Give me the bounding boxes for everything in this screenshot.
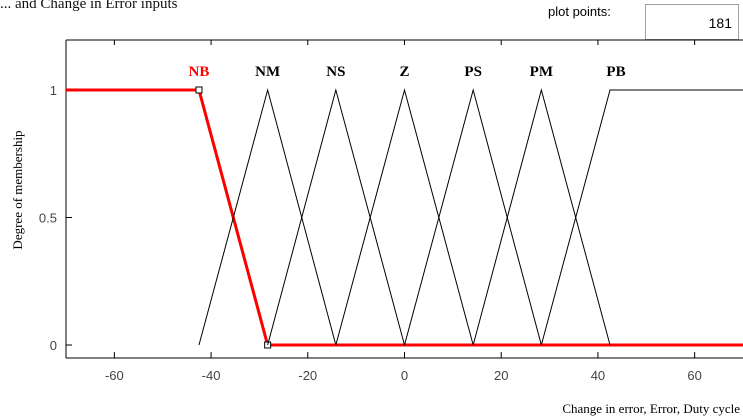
x-tick-label: 40: [591, 368, 605, 383]
x-tick-label: -40: [202, 368, 221, 383]
mf-label-z: Z: [399, 64, 409, 80]
x-tick-label: -60: [105, 368, 124, 383]
plot-points-label: plot points:: [548, 4, 611, 19]
y-tick-label: 0.5: [39, 211, 57, 226]
curve-labels: NB NM NS Z PS PM PB: [189, 64, 626, 80]
plot-area-background: [66, 40, 743, 358]
axis-ticks: -60 -40 -20 0 20 40 60 0 0.5 1: [39, 40, 702, 383]
x-axis-title: Change in error, Error, Duty cycle: [562, 401, 740, 416]
mf-curve-nm[interactable]: [198, 88, 337, 346]
mf-curve-pb[interactable]: [540, 89, 743, 346]
x-tick-label: 20: [494, 368, 508, 383]
mf-label-pm: PM: [530, 64, 553, 80]
mf-label-ns: NS: [326, 64, 345, 80]
breakpoint-handle[interactable]: [195, 86, 203, 94]
y-axis-title: Degree of membership: [10, 130, 25, 249]
mf-label-pb: PB: [606, 64, 625, 80]
mf-curve-z[interactable]: [335, 88, 474, 346]
mf-curve-ns[interactable]: [267, 88, 405, 346]
mf-label-nb: NB: [189, 64, 210, 80]
x-tick-label: -20: [298, 368, 317, 383]
x-tick-label: 60: [687, 368, 701, 383]
membership-curves[interactable]: [66, 86, 743, 349]
plot-points-input[interactable]: 181: [645, 4, 739, 40]
y-tick-label: 1: [50, 83, 57, 98]
y-tick-label: 0: [50, 338, 57, 353]
x-tick-label: 0: [401, 368, 408, 383]
mf-label-nm: NM: [255, 64, 280, 80]
mf-label-ps: PS: [464, 64, 482, 80]
mf-curve-pm[interactable]: [472, 88, 611, 346]
caption-text: ... and Change in Error inputs: [0, 0, 178, 12]
mf-curve-ps[interactable]: [404, 88, 542, 346]
